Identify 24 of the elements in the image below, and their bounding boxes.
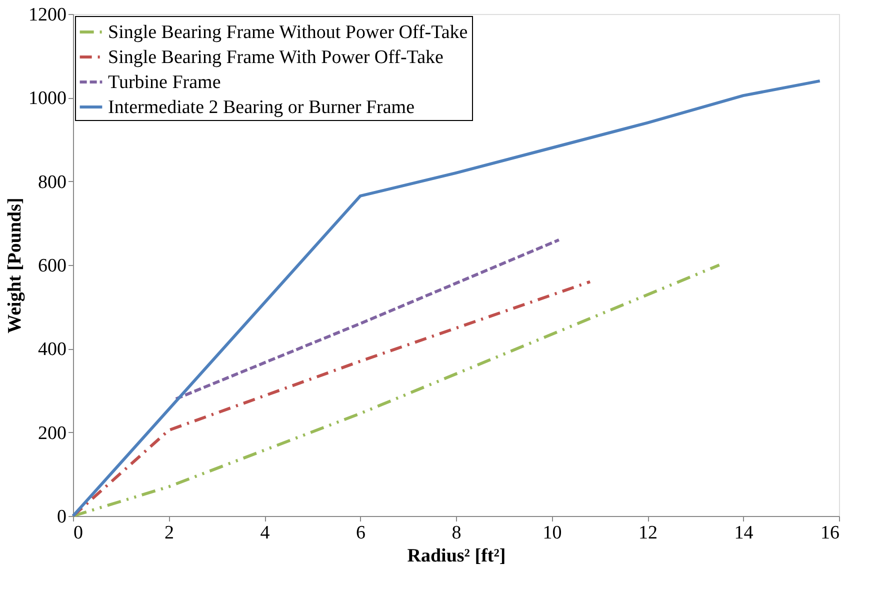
- x-tick-label: 8: [452, 522, 462, 544]
- y-tick-label: 1000: [28, 88, 66, 110]
- x-tick-label: 10: [542, 522, 562, 544]
- y-tick-label: 400: [38, 339, 66, 360]
- legend-label: Intermediate 2 Bearing or Burner Frame: [108, 97, 415, 118]
- x-tick-label: 16: [820, 522, 840, 544]
- y-tick-label: 0: [57, 506, 66, 528]
- legend-label: Single Bearing Frame With Power Off-Take: [108, 47, 444, 68]
- y-tick-label: 200: [38, 422, 66, 444]
- y-axis-title: Weight [Pounds]: [4, 198, 26, 334]
- legend-label: Turbine Frame: [108, 72, 221, 93]
- line-series: [72, 264, 721, 518]
- x-tick-label: 4: [260, 522, 270, 544]
- x-axis-title: Radius² [ft²]: [407, 546, 506, 566]
- y-tick-label: 1200: [28, 4, 66, 26]
- x-tick-label: 6: [356, 522, 366, 544]
- x-tick-label: 14: [734, 522, 754, 544]
- y-tick-label: 800: [38, 172, 66, 193]
- line-series: [72, 280, 592, 518]
- x-tick-label: 12: [638, 522, 658, 544]
- legend-label: Single Bearing Frame Without Power Off-Take: [108, 22, 468, 43]
- x-tick-label: 0: [74, 522, 83, 544]
- y-tick-label: 600: [38, 256, 66, 276]
- x-tick-label: 2: [164, 522, 174, 544]
